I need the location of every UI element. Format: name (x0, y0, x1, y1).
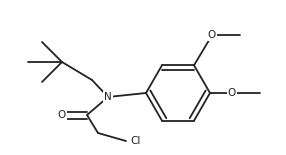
Text: O: O (208, 30, 216, 40)
Text: Cl: Cl (130, 136, 140, 146)
Text: N: N (104, 92, 112, 102)
Text: O: O (228, 88, 236, 98)
Text: O: O (58, 110, 66, 120)
